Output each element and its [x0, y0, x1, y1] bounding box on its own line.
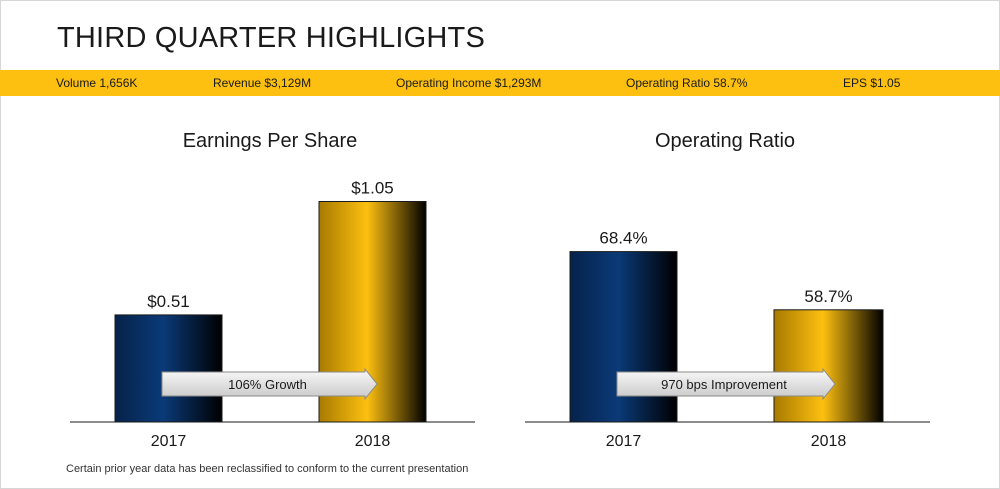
banner-eps: EPS $1.05: [843, 76, 901, 90]
x-tick-label: 2017: [151, 433, 187, 450]
banner-operating-income: Operating Income $1,293M: [396, 76, 542, 90]
banner-operating-ratio: Operating Ratio 58.7%: [626, 76, 748, 90]
data-label: 68.4%: [599, 229, 647, 248]
chart-svg: 68.4% 2017 58.7% 2018 970 bps Improvement: [525, 229, 930, 450]
banner-revenue: Revenue $3,129M: [213, 76, 312, 90]
annotation-label: 106% Growth: [228, 377, 307, 392]
data-label: $1.05: [351, 179, 394, 198]
data-label: 58.7%: [804, 287, 852, 306]
eps-chart: Earnings Per Share $0.51 2017 $1.05 2018 106…: [55, 130, 485, 460]
banner-volume: Volume 1,656K: [56, 76, 138, 90]
chart-title: Operating Ratio: [654, 130, 796, 152]
footnote: Certain prior year data has been reclass…: [66, 463, 469, 475]
highlights-banner: Volume 1,656K Revenue $3,129M Operating …: [0, 70, 1000, 96]
operating-ratio-chart: Operating Ratio 68.4% 2017 58.7% 2018 970 bp…: [510, 130, 940, 460]
annotation-arrow: [161, 367, 378, 401]
annotation-arrow: [616, 367, 836, 401]
x-tick-label: 2017: [606, 433, 642, 450]
x-tick-label: 2018: [355, 433, 391, 450]
chart-svg: $0.51 2017 $1.05 2018 106% Growth: [70, 179, 475, 450]
annotation-label: 970 bps Improvement: [661, 377, 787, 392]
chart-title: Earnings Per Share: [182, 130, 358, 152]
data-label: $0.51: [147, 292, 190, 311]
x-tick-label: 2018: [811, 433, 847, 450]
page-title: THIRD QUARTER HIGHLIGHTS: [57, 22, 486, 54]
bar-2017: [114, 314, 223, 423]
bar-2018: [773, 309, 884, 423]
